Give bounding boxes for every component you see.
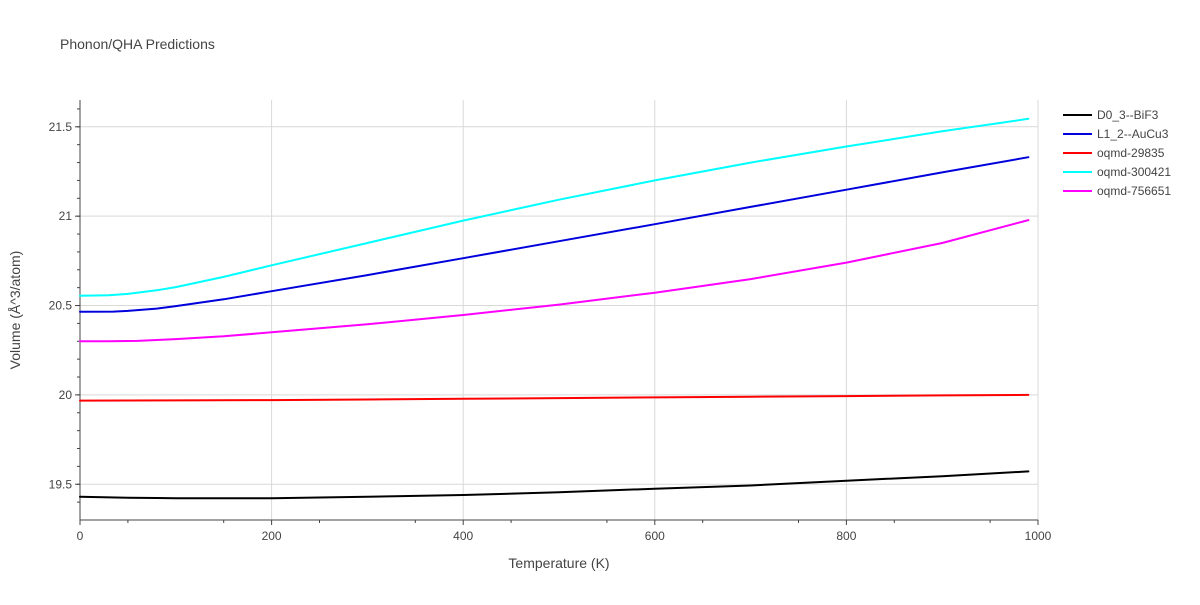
legend-label: L1_2--AuCu3 — [1097, 127, 1169, 141]
x-tick-label: 1000 — [1025, 529, 1052, 543]
y-tick-label: 21.5 — [49, 120, 73, 134]
legend-item[interactable]: oqmd-300421 — [1063, 165, 1171, 179]
series-line-L1_2--AuCu3[interactable] — [79, 156, 1030, 313]
y-tick-label: 20 — [59, 388, 73, 402]
x-tick-label: 200 — [262, 529, 282, 543]
legend-label: oqmd-29835 — [1097, 146, 1165, 160]
series-layer — [79, 117, 1030, 500]
legend-item[interactable]: D0_3--BiF3 — [1063, 108, 1159, 122]
legend-item[interactable]: oqmd-756651 — [1063, 184, 1171, 198]
legend-item[interactable]: oqmd-29835 — [1063, 146, 1165, 160]
axis-layer: 0 200 400 600 800 1000 19.5 20 20.5 21 21.5 — [49, 100, 1052, 543]
legend-label: oqmd-300421 — [1097, 165, 1171, 179]
grid-layer — [80, 100, 1039, 520]
x-tick-label: 400 — [453, 529, 473, 543]
legend-item[interactable]: L1_2--AuCu3 — [1063, 127, 1169, 141]
series-line-oqmd-756651[interactable] — [79, 219, 1030, 343]
y-axis-title: Volume (Å^3/atom) — [7, 251, 23, 370]
legend-label: oqmd-756651 — [1097, 184, 1171, 198]
x-tick-label: 0 — [77, 529, 84, 543]
x-tick-label: 800 — [836, 529, 856, 543]
series-line-D0_3--BiF3[interactable] — [79, 470, 1030, 500]
y-tick-label: 20.5 — [49, 299, 73, 313]
legend[interactable]: D0_3--BiF3 L1_2--AuCu3 oqmd-29835 oqmd-3004… — [1063, 108, 1171, 198]
chart-title: Phonon/QHA Predictions — [60, 36, 215, 52]
legend-label: D0_3--BiF3 — [1097, 108, 1159, 122]
series-line-oqmd-300421[interactable] — [79, 117, 1030, 297]
x-tick-label: 600 — [645, 529, 665, 543]
y-tick-label: 21 — [59, 209, 73, 223]
x-axis-title: Temperature (K) — [508, 555, 609, 571]
y-tick-label: 19.5 — [49, 477, 73, 491]
series-line-oqmd-29835[interactable] — [79, 393, 1030, 402]
